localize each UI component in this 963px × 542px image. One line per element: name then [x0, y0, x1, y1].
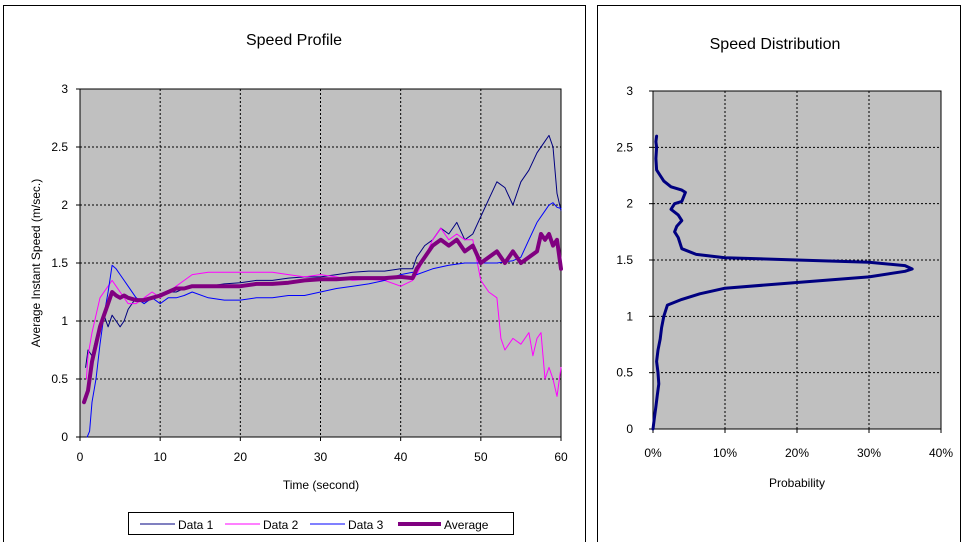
- speed-profile-y-tick-label: 3: [61, 82, 68, 96]
- speed-distribution-title: Speed Distribution: [710, 36, 841, 53]
- speed-profile-series-line-average: [82, 232, 563, 405]
- speed-profile-series-line-data-1: [85, 134, 562, 368]
- speed-distribution-y-tick-label: 0.5: [616, 366, 633, 380]
- speed-distribution-y-tick-label: 1.5: [616, 253, 633, 267]
- speed-profile-x-tick-label: 40: [394, 450, 408, 464]
- legend-label-data-3: Data 3: [348, 518, 384, 532]
- speed-profile-x-tick-label: 20: [234, 450, 248, 464]
- speed-profile-y-tick-label: 2: [61, 198, 68, 212]
- legend-label-average: Average: [444, 518, 489, 532]
- speed-profile-chart: 00.511.522.530 10 20 30 40 50 60 Speed Profile…: [29, 32, 568, 492]
- speed-distribution-x-tick-label: 30%: [857, 446, 881, 460]
- speed-profile-series-line-data-3: [86, 202, 562, 438]
- speed-distribution-y-tick-label: 3: [626, 84, 633, 98]
- speed-profile-x-axis-label: Time (second): [283, 478, 359, 492]
- speed-profile-tick-labels: 00.511.522.530 10 20 30 40 50 60: [51, 82, 568, 464]
- speed-distribution-y-tick-label: 0: [626, 422, 633, 436]
- speed-profile-y-tick-label: 0: [61, 430, 68, 444]
- speed-profile-y-tick-label: 2.5: [51, 140, 68, 154]
- speed-distribution-series-line: [651, 134, 914, 431]
- speed-profile-x-tick-label: 10: [153, 450, 167, 464]
- speed-distribution-chart: 00.511.522.530% 10% 20% 30% 40% Speed Distri…: [616, 36, 953, 490]
- speed-profile-y-axis-label: Average Instant Speed (m/sec.): [29, 179, 43, 348]
- speed-distribution-y-tick-label: 2: [626, 197, 633, 211]
- speed-distribution-y-tick-label: 1: [626, 309, 633, 323]
- legend: Data 1 Data 2 Data 3 Average: [128, 512, 514, 535]
- speed-distribution-x-tick-label: 20%: [785, 446, 809, 460]
- speed-profile-title: Speed Profile: [246, 32, 342, 49]
- speed-profile-x-tick-label: 60: [554, 450, 568, 464]
- speed-profile-x-tick-label: 30: [314, 450, 328, 464]
- speed-profile-x-tick-label: 0: [77, 450, 84, 464]
- speed-distribution-tick-labels: 00.511.522.530% 10% 20% 30% 40%: [616, 84, 953, 460]
- speed-distribution-x-tick-label: 0%: [644, 446, 662, 460]
- speed-distribution-series: [651, 134, 914, 431]
- speed-distribution-grid: [653, 91, 941, 429]
- speed-distribution-y-tick-label: 2.5: [616, 140, 633, 154]
- speed-profile-y-tick-label: 0.5: [51, 372, 68, 386]
- speed-profile-y-tick-label: 1.5: [51, 256, 68, 270]
- speed-distribution-x-axis-label: Probability: [769, 476, 825, 490]
- speed-profile-series: [82, 134, 563, 438]
- legend-label-data-1: Data 1: [178, 518, 214, 532]
- speed-distribution-x-tick-label: 40%: [929, 446, 953, 460]
- legend-label-data-2: Data 2: [263, 518, 299, 532]
- speed-distribution-x-tick-label: 10%: [713, 446, 737, 460]
- speed-profile-y-tick-label: 1: [61, 314, 68, 328]
- speed-profile-x-tick-label: 50: [474, 450, 488, 464]
